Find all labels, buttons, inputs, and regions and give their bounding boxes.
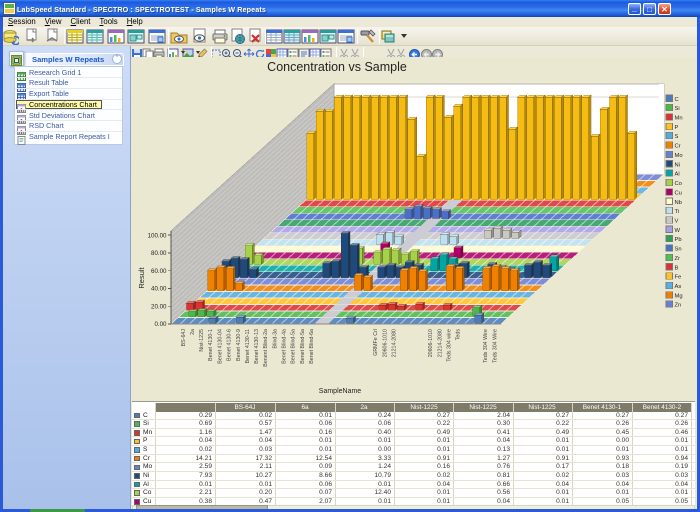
svg-text:C: C <box>675 97 679 103</box>
svg-text:60.00: 60.00 <box>151 268 167 275</box>
svg-text:Benet 4130-04: Benet 4130-04 <box>217 329 223 364</box>
svg-text:GRMFe Crl: GRMFe Crl <box>373 329 379 356</box>
svg-text:Nb: Nb <box>675 200 682 206</box>
svg-text:20606-1010: 20606-1010 <box>428 329 434 357</box>
svg-text:Si: Si <box>675 106 680 112</box>
svg-text:2a: 2a <box>190 329 196 335</box>
svg-text:Zn: Zn <box>675 303 682 309</box>
svg-text:W: W <box>675 228 681 234</box>
svg-text:Teds 304 wire: Teds 304 wire <box>447 329 453 362</box>
svg-text:Concentration vs Sample: Concentration vs Sample <box>267 60 407 74</box>
svg-text:Result: Result <box>137 266 146 288</box>
svg-text:Benet Blind-6a: Benet Blind-6a <box>309 329 315 364</box>
svg-text:Benet 4130-1: Benet 4130-1 <box>208 329 214 361</box>
svg-text:As: As <box>675 284 682 290</box>
svg-text:20.00: 20.00 <box>151 303 167 310</box>
svg-text:Cu: Cu <box>675 190 682 196</box>
svg-text:100.00: 100.00 <box>148 232 167 239</box>
svg-text:Teds 304 Wire: Teds 304 Wire <box>483 329 489 363</box>
svg-text:Benet 4130-6: Benet 4130-6 <box>227 329 233 361</box>
svg-text:V: V <box>675 219 679 225</box>
svg-text:Mg: Mg <box>675 293 683 299</box>
svg-text:Mo: Mo <box>675 153 683 159</box>
svg-text:21214-2080: 21214-2080 <box>392 329 398 357</box>
svg-text:Co: Co <box>675 181 682 187</box>
svg-text:SampleName: SampleName <box>319 388 362 395</box>
svg-text:B: B <box>675 265 679 271</box>
svg-text:Benet 4130-13: Benet 4130-13 <box>254 329 260 364</box>
svg-text:P: P <box>675 125 679 131</box>
svg-text:0.00: 0.00 <box>154 321 167 328</box>
svg-text:21214-2080: 21214-2080 <box>437 329 443 357</box>
svg-text:Blind-3a: Blind-3a <box>272 329 278 348</box>
svg-text:40.00: 40.00 <box>151 286 167 293</box>
svg-text:Cr: Cr <box>675 144 681 150</box>
svg-text:S: S <box>675 134 679 140</box>
svg-text:20606-1010: 20606-1010 <box>382 329 388 357</box>
svg-text:Pb: Pb <box>675 237 682 243</box>
svg-text:BS-64J: BS-64J <box>181 329 187 347</box>
svg-text:Benet 4130-11: Benet 4130-11 <box>245 329 251 363</box>
svg-text:Teds 304 Wire: Teds 304 Wire <box>492 329 498 363</box>
svg-text:Benet Blind-5a: Benet Blind-5a <box>291 329 297 364</box>
svg-text:80.00: 80.00 <box>151 250 167 257</box>
svg-text:Ni: Ni <box>675 162 680 168</box>
svg-text:Benet Blind-5a: Benet Blind-5a <box>300 329 306 364</box>
svg-text:Fe: Fe <box>675 275 682 281</box>
svg-text:Benet Blind-4a: Benet Blind-4a <box>282 329 288 364</box>
svg-text:Teds: Teds <box>456 329 462 341</box>
svg-text:Ti: Ti <box>675 209 680 215</box>
svg-text:Zr: Zr <box>675 256 681 262</box>
svg-text:Al: Al <box>675 172 680 178</box>
svg-text:Benet 4130-9: Benet 4130-9 <box>236 329 242 361</box>
svg-text:Sn: Sn <box>675 247 682 253</box>
svg-text:Benent Blind-2a: Benent Blind-2a <box>263 329 269 367</box>
svg-text:Nist-1225: Nist-1225 <box>199 329 205 352</box>
svg-text:Mn: Mn <box>675 116 683 122</box>
